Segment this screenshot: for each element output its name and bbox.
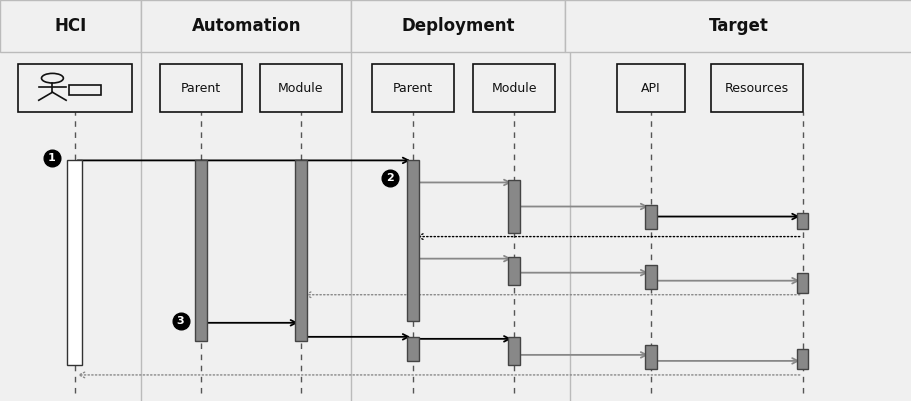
Bar [294, 160, 306, 341]
Text: Parent: Parent [393, 82, 433, 95]
Bar [645, 205, 656, 229]
Bar [508, 337, 519, 365]
Bar [67, 160, 82, 365]
Bar [565, 0, 911, 52]
Bar [406, 337, 418, 361]
Text: Automation: Automation [191, 17, 301, 35]
Text: Target: Target [708, 17, 768, 35]
Bar [260, 64, 342, 112]
Text: API: API [640, 82, 660, 95]
Bar [645, 345, 656, 369]
Bar [0, 0, 141, 52]
Bar [645, 265, 656, 289]
Bar [508, 180, 519, 233]
Bar [796, 349, 807, 369]
Text: Module: Module [491, 82, 537, 95]
Text: Parent: Parent [180, 82, 220, 95]
Text: HCI: HCI [55, 17, 87, 35]
Text: Module: Module [278, 82, 323, 95]
Bar [796, 273, 807, 293]
Bar [796, 213, 807, 229]
Text: Resources: Resources [724, 82, 788, 95]
Bar [473, 64, 555, 112]
Bar [141, 0, 351, 52]
Bar [159, 64, 241, 112]
Text: 1: 1 [48, 154, 56, 163]
Bar [406, 160, 418, 321]
Bar [68, 85, 100, 95]
Bar [351, 0, 565, 52]
Bar [372, 64, 454, 112]
Bar [508, 257, 519, 285]
Bar [711, 64, 802, 112]
Bar [18, 64, 132, 112]
Bar [616, 64, 684, 112]
Bar [195, 160, 206, 341]
Text: 3: 3 [177, 316, 184, 326]
Text: 2: 2 [386, 174, 394, 183]
Text: Deployment: Deployment [401, 17, 515, 35]
